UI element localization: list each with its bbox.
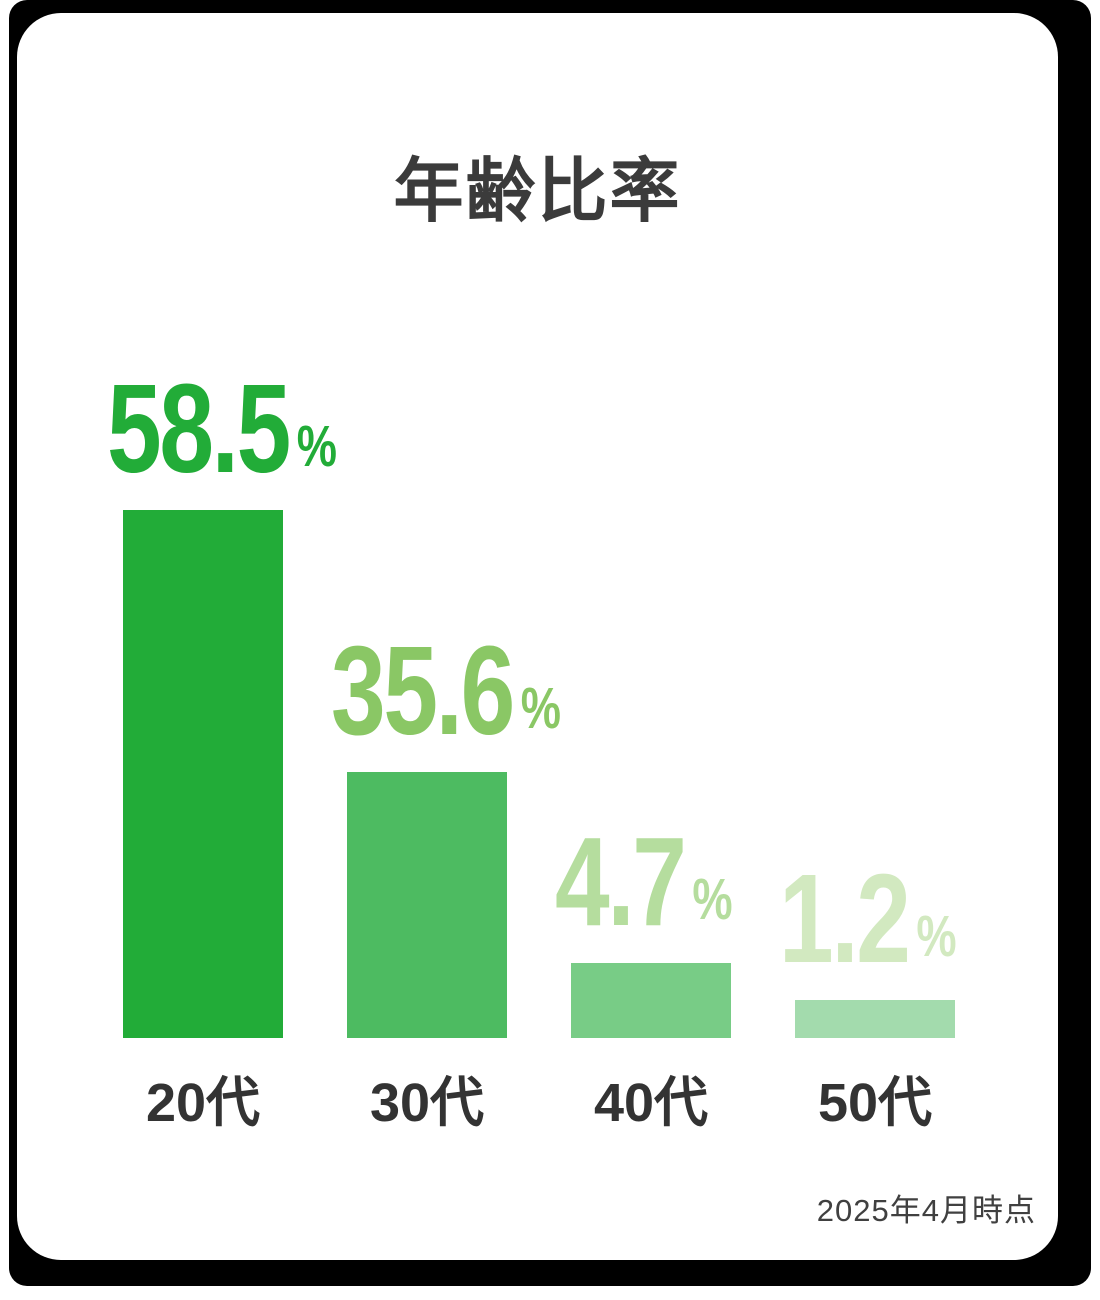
- percent-unit: %: [916, 904, 957, 970]
- bar-category-label: 30代: [369, 1073, 485, 1133]
- bar: [123, 510, 283, 1038]
- bar-value-label: 4.7%: [555, 819, 733, 945]
- chart-title: 年齢比率: [393, 152, 682, 230]
- bar: [571, 963, 731, 1038]
- bar-chart: 58.5% 20代 35.6% 30代 4.7% 40代 1.2% 50代: [17, 13, 1058, 1260]
- percent-unit: %: [692, 867, 733, 933]
- bar-value: 35.6: [331, 620, 515, 761]
- percent-unit: %: [296, 414, 337, 480]
- percent-unit: %: [520, 676, 561, 742]
- bar-category-label: 50代: [817, 1073, 933, 1133]
- bar-category-label: 40代: [593, 1073, 709, 1133]
- bar-value: 4.7: [555, 811, 687, 952]
- bar-value: 58.5: [107, 358, 291, 499]
- bar-category-label: 20代: [145, 1073, 261, 1133]
- chart-card: 年齢比率 58.5% 20代 35.6% 30代 4.7% 40代 1.2% 5…: [17, 13, 1058, 1260]
- bar-value-label: 58.5%: [107, 366, 337, 492]
- bar-value-label: 1.2%: [779, 856, 957, 982]
- bar: [347, 772, 507, 1038]
- bar: [795, 1000, 955, 1038]
- bar-value: 1.2: [779, 848, 911, 989]
- footnote-date: 2025年4月時点: [816, 1193, 1036, 1228]
- bar-value-label: 35.6%: [331, 628, 561, 754]
